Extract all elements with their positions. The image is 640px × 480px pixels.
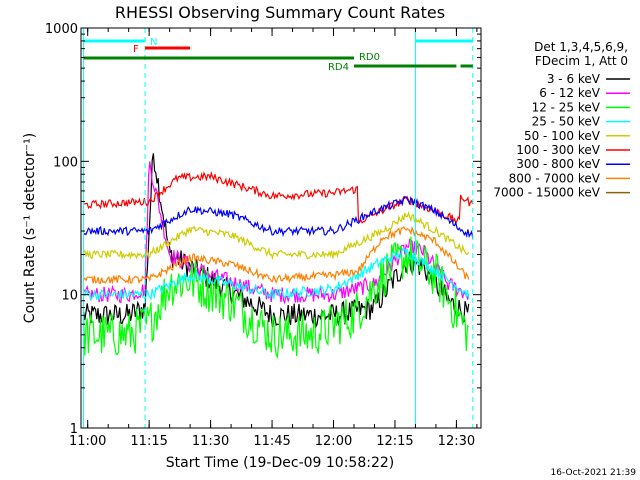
legend-label-3: 12 - 25 keV (532, 100, 601, 114)
x-tick-label: 11:30 (192, 434, 229, 449)
annotation-n: N (150, 37, 157, 48)
x-tick-label: 11:15 (130, 434, 167, 449)
x-tick-label: 11:00 (69, 434, 106, 449)
legend-label-8: 800 - 7000 keV (509, 171, 601, 185)
legend-label-2: 6 - 12 keV (539, 86, 601, 100)
x-tick-label: 12:30 (438, 434, 475, 449)
plot-frame (80, 27, 482, 429)
annotation-rd4: RD4 (328, 62, 349, 73)
legend-label-7: 300 - 800 keV (516, 157, 600, 171)
legend-label-9: 7000 - 15000 keV (493, 186, 600, 200)
y-tick-label: 100 (53, 155, 78, 170)
legend-label-1: 3 - 6 keV (547, 72, 601, 86)
series-line-5 (83, 211, 470, 261)
legend-label-4: 25 - 50 keV (532, 115, 601, 129)
y-axis-label: Count Rate (s⁻¹ detector⁻¹) (22, 133, 38, 323)
legend-title-line-1: Det 1,3,4,5,6,9, (534, 40, 628, 54)
legend-title-line-2: FDecim 1, Att 0 (535, 54, 628, 68)
plot-area: NF RD0 RD4 (83, 28, 474, 428)
y-tick-label: 1000 (45, 22, 78, 37)
y-tick-label: 10 (61, 289, 78, 304)
x-tick-label: 12:00 (315, 434, 352, 449)
axes: 11:00 11:15 11:30 11:45 12:00 12:15 12:30 1 10 10… (45, 22, 481, 449)
series-line-3 (83, 236, 470, 360)
x-tick-label: 11:45 (253, 434, 290, 449)
chart-title: RHESSI Observing Summary Count Rates (115, 3, 445, 22)
series-line-7 (83, 195, 474, 239)
legend-label-5: 50 - 100 keV (524, 129, 601, 143)
series-line-6 (83, 171, 474, 225)
series-line-8 (83, 225, 470, 285)
x-tick-label: 12:15 (376, 434, 413, 449)
x-axis-label: Start Time (19-Dec-09 10:58:22) (166, 455, 394, 471)
legend-label-6: 100 - 300 keV (516, 143, 600, 157)
annotation-rd0: RD0 (359, 52, 380, 63)
footer-timestamp: 16-Oct-2021 21:39 (551, 468, 637, 478)
series-line-4 (83, 247, 470, 301)
legend: Det 1,3,4,5,6,9, FDecim 1, Att 0 3 - 6 k… (493, 40, 630, 200)
y-tick-label: 1 (70, 422, 78, 437)
annotation-f: F (133, 44, 139, 55)
